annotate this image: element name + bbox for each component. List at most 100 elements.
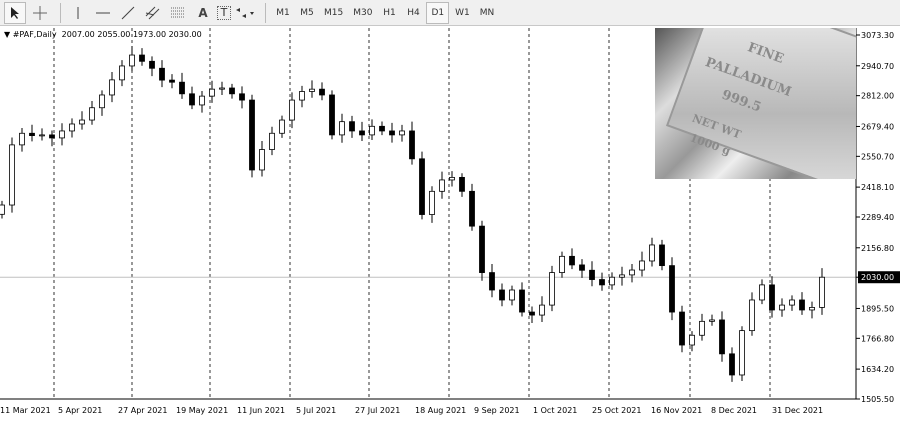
collapse-triangle-icon[interactable]: ▼ (4, 30, 11, 39)
candle-bear (229, 87, 235, 95)
candle-bull (809, 307, 815, 311)
candle-bull (649, 244, 655, 262)
fibonacci-icon[interactable] (167, 2, 189, 24)
candle-bull (19, 132, 25, 146)
price-chart[interactable]: 3073.30 2940.70 2812.00 2679.40 2550.70 2418.… (0, 28, 900, 424)
timeframe-m5[interactable]: M5 (300, 7, 314, 18)
candle-bull (259, 149, 265, 171)
candle-bull (639, 260, 645, 271)
candle-bear (359, 130, 365, 136)
crosshair-icon[interactable] (29, 2, 51, 24)
candle-bull (629, 269, 635, 276)
price-tick-label: 2289.40 (861, 213, 894, 222)
candle-bull (99, 94, 105, 109)
date-tick-label: 19 May 2021 (176, 406, 228, 415)
text-icon[interactable]: A (198, 5, 208, 20)
candle-bull (219, 87, 225, 90)
candle-bear (529, 311, 535, 316)
candle-bear (239, 93, 245, 101)
current-price-badge (858, 271, 900, 284)
price-tick-label: 1895.50 (861, 304, 894, 313)
price-tick-label: 3073.30 (861, 31, 894, 40)
candle-bear (319, 88, 325, 96)
candle-bull (0, 204, 5, 215)
candle-bull (289, 99, 295, 121)
candle-bear (669, 265, 675, 313)
candle-bull (399, 130, 405, 136)
date-tick-label: 25 Oct 2021 (592, 406, 641, 415)
date-tick-label: 11 Mar 2021 (0, 406, 51, 415)
candle-bear (679, 311, 685, 346)
trendline-icon[interactable] (117, 2, 139, 24)
candle-bull (79, 119, 85, 125)
candle-bull (449, 176, 455, 181)
price-tick-label: 2030.00 (861, 273, 894, 282)
date-tick-label: 1 Oct 2021 (533, 406, 577, 415)
date-tick-label: 9 Sep 2021 (474, 406, 520, 415)
candle-bull (199, 95, 205, 106)
candle-bear (479, 225, 485, 273)
candle-bull (539, 304, 545, 316)
price-tick-label: 2418.10 (861, 183, 894, 192)
date-tick-label: 8 Dec 2021 (711, 406, 757, 415)
candle-bull (299, 91, 305, 101)
candle-bear (389, 130, 395, 136)
candle-bull (109, 79, 115, 96)
candle-bull (789, 299, 795, 306)
candle-bull (559, 255, 565, 273)
candle-bull (439, 179, 445, 192)
price-tick-label: 1766.80 (861, 334, 894, 343)
price-tick-label: 1634.20 (861, 365, 894, 374)
candle-bull (89, 107, 95, 121)
vertical-line-icon[interactable] (67, 2, 89, 24)
candle-bear (29, 132, 35, 137)
candle-bear (579, 264, 585, 271)
cursor-icon[interactable] (4, 1, 26, 24)
candle-bull (749, 299, 755, 332)
timeframe-h4[interactable]: H4 (407, 7, 420, 18)
candle-bear (349, 121, 355, 132)
timeframe-m30[interactable]: M30 (353, 7, 373, 18)
price-tick-label: 2156.80 (861, 244, 894, 253)
candle-bull (819, 276, 825, 308)
candle-bear (189, 93, 195, 106)
candle-bear (149, 60, 155, 69)
candle-bear (409, 130, 415, 160)
palladium-bar-photo: FINE PALLADIUM 999.5 NET WT 1000 g (655, 28, 856, 179)
equidistant-channel-icon[interactable] (142, 2, 164, 24)
candle-bull (709, 319, 715, 322)
symbol-name: #PAF,Daily (12, 30, 57, 39)
candle-bull (759, 284, 765, 301)
date-tick-label: 31 Dec 2021 (772, 406, 823, 415)
arrows-icon[interactable] (234, 2, 256, 24)
candle-bear (469, 190, 475, 227)
toolbar: A T M1 M5 M15 M30 H1 H4 D1 W1 MN (0, 0, 900, 26)
candle-bull (209, 88, 215, 97)
candle-bear (799, 299, 805, 311)
timeframe-m15[interactable]: M15 (324, 7, 344, 18)
timeframe-h1[interactable]: H1 (383, 7, 396, 18)
text-label-icon[interactable]: T (217, 5, 231, 20)
price-tick-label: 1505.50 (861, 395, 894, 404)
date-tick-label: 11 Jun 2021 (237, 406, 285, 415)
candle-bear (499, 289, 505, 301)
timeframe-m1[interactable]: M1 (276, 7, 290, 18)
horizontal-line-icon[interactable] (92, 2, 114, 24)
candle-bear (169, 79, 175, 83)
candle-bear (569, 255, 575, 266)
candle-bear (489, 272, 495, 291)
candle-bull (119, 65, 125, 81)
candle-bear (419, 158, 425, 215)
candle-bear (139, 54, 145, 62)
timeframe-w1[interactable]: W1 (455, 7, 470, 18)
ohlc-close: 2030.00 (168, 30, 202, 39)
candle-bull (509, 289, 515, 301)
candle-bull (39, 134, 45, 137)
timeframe-d1[interactable]: D1 (426, 1, 450, 24)
candle-bull (69, 123, 75, 132)
date-tick-label: 16 Nov 2021 (651, 406, 702, 415)
timeframe-mn[interactable]: MN (479, 7, 495, 18)
candle-bear (379, 125, 385, 132)
price-tick-label: 2679.40 (861, 122, 894, 131)
price-tick-label: 2812.00 (861, 92, 894, 101)
